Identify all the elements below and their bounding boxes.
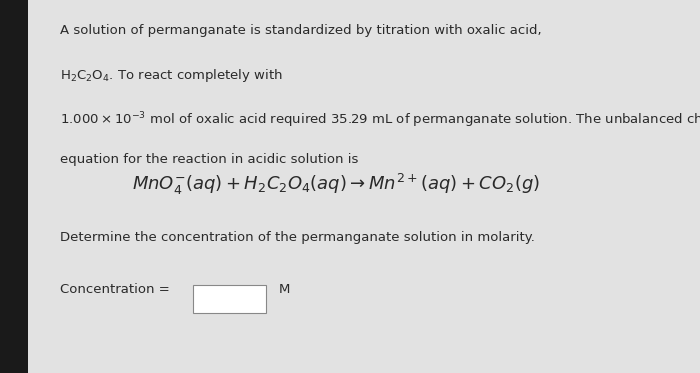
Text: $MnO_4^{-}(aq) + H_2C_2O_4(aq) \rightarrow Mn^{2+}(aq) + CO_2(g)$: $MnO_4^{-}(aq) + H_2C_2O_4(aq) \rightarr… <box>132 172 540 197</box>
FancyBboxPatch shape <box>193 285 266 313</box>
Text: A solution of permanganate is standardized by titration with oxalic acid,: A solution of permanganate is standardiz… <box>60 24 541 37</box>
FancyBboxPatch shape <box>28 0 700 373</box>
Text: $\mathregular{H_2C_2O_4}$. To react completely with: $\mathregular{H_2C_2O_4}$. To react comp… <box>60 67 282 84</box>
Text: equation for the reaction in acidic solution is: equation for the reaction in acidic solu… <box>60 153 358 166</box>
Text: Concentration =: Concentration = <box>60 283 174 297</box>
Text: $1.000 \times 10^{-3}$ mol of oxalic acid required 35.29 mL of permanganate solu: $1.000 \times 10^{-3}$ mol of oxalic aci… <box>60 110 700 130</box>
Text: Determine the concentration of the permanganate solution in molarity.: Determine the concentration of the perma… <box>60 231 534 244</box>
Text: M: M <box>279 283 290 297</box>
